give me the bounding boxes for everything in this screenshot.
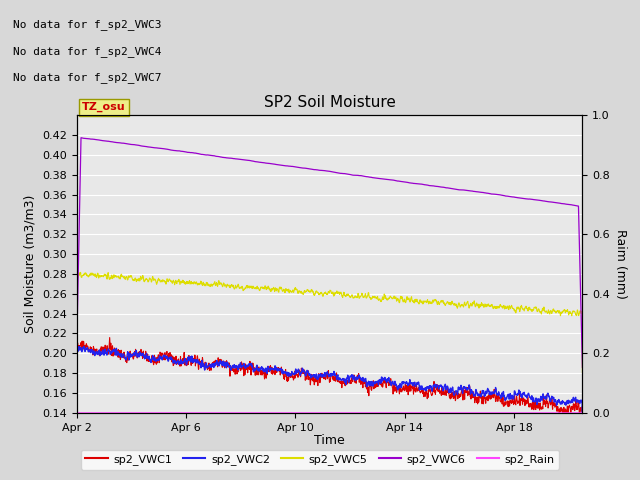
Text: No data for f_sp2_VWC3: No data for f_sp2_VWC3 xyxy=(13,19,161,30)
Legend: sp2_VWC1, sp2_VWC2, sp2_VWC5, sp2_VWC6, sp2_Rain: sp2_VWC1, sp2_VWC2, sp2_VWC5, sp2_VWC6, … xyxy=(81,450,559,469)
Y-axis label: Raim (mm): Raim (mm) xyxy=(614,229,627,299)
Y-axis label: Soil Moisture (m3/m3): Soil Moisture (m3/m3) xyxy=(24,195,36,333)
Text: TZ_osu: TZ_osu xyxy=(82,102,125,112)
X-axis label: Time: Time xyxy=(314,434,345,447)
Text: No data for f_sp2_VWC7: No data for f_sp2_VWC7 xyxy=(13,72,161,83)
Title: SP2 Soil Moisture: SP2 Soil Moisture xyxy=(264,95,396,110)
Text: No data for f_sp2_VWC4: No data for f_sp2_VWC4 xyxy=(13,46,161,57)
